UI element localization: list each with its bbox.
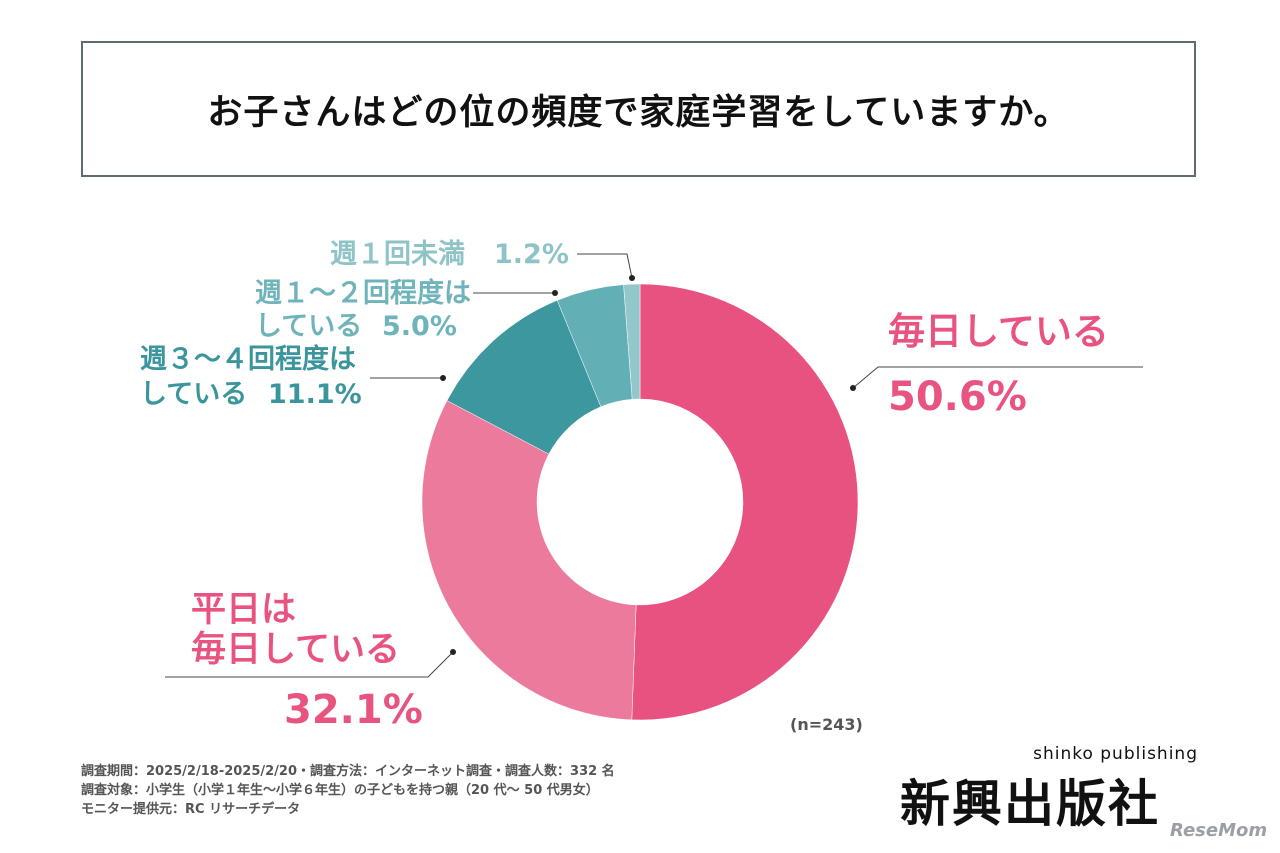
label-w34-line2: している [140, 379, 248, 410]
label-w12-line2: している [255, 311, 363, 342]
label-w34-line1: 週３～４回程度は [140, 344, 356, 375]
note-line: モニター提供元：RC リサーチデータ [81, 802, 301, 817]
label-w12-line1: 週１～２回程度は [255, 278, 471, 309]
leader-line-heijitsu [165, 651, 454, 678]
value-mainichi: 50.6% [888, 374, 1027, 420]
chart-title: お子さんはどの位の頻度で家庭学習をしていますか。 [207, 92, 1070, 133]
slice-mainichi [631, 283, 859, 721]
leader-dot-w1 [629, 275, 635, 281]
sample-size: (n=243) [790, 715, 863, 734]
leader-line-mainichi [852, 366, 1143, 389]
value-w1: 1.2% [494, 239, 569, 270]
value-w34: 11.1% [268, 379, 362, 410]
note-line: 調査期間：2025/2/18-2025/2/20・調査方法：インターネット調査・… [81, 764, 615, 779]
label-heijitsu-line1: 平日は [191, 590, 297, 630]
value-w12: 5.0% [382, 311, 457, 342]
leader-dot-heijitsu [450, 649, 456, 655]
logo-japanese: 新興出版社 [900, 775, 1160, 833]
slice-w1 [623, 283, 641, 400]
value-heijitsu: 32.1% [284, 687, 423, 733]
label-heijitsu-line2: 毎日している [191, 630, 400, 670]
label-mainichi: 毎日している [888, 310, 1109, 353]
logo-english: shinko publishing [1033, 744, 1198, 764]
resemom-watermark: ReseMom [1170, 820, 1268, 841]
leader-line-w1 [577, 253, 633, 279]
label-w1: 週１回未満 [330, 239, 465, 270]
publisher-logo: shinko publishing 新興出版社 [900, 742, 1210, 833]
leader-dot-mainichi [850, 385, 856, 391]
survey-notes: 調査期間：2025/2/18-2025/2/20・調査方法：インターネット調査・… [81, 762, 615, 819]
slice-heijitsu [421, 400, 637, 721]
title-box: お子さんはどの位の頻度で家庭学習をしていますか。 [81, 41, 1196, 177]
leader-dot-w12 [552, 290, 558, 296]
leader-dot-w34 [440, 375, 446, 381]
note-line: 調査対象：小学生（小学１年生～小学６年生）の子どもを持つ親（20 代～ 50 代… [81, 783, 599, 798]
